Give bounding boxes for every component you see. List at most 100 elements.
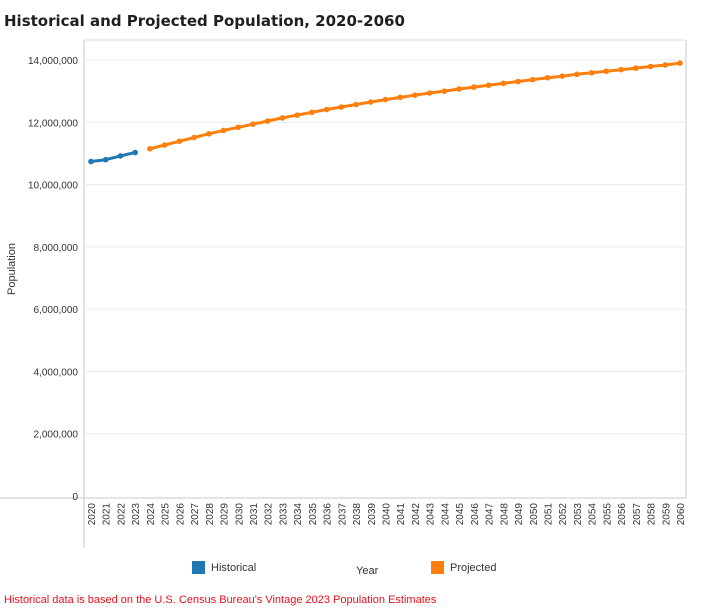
data-point-projected[interactable] (397, 94, 404, 101)
data-point-projected[interactable] (471, 84, 477, 90)
y-tick-label: 4,000,000 (34, 367, 79, 378)
data-point-projected[interactable] (161, 142, 168, 148)
data-point-projected[interactable] (426, 90, 433, 96)
y-tick-label: 6,000,000 (34, 305, 79, 316)
data-point-projected[interactable] (588, 69, 595, 76)
data-point-projected[interactable] (529, 76, 536, 83)
data-point-historical[interactable] (102, 156, 109, 163)
x-tick-label: 2033 (278, 503, 289, 526)
x-tick-label: 2026 (175, 503, 186, 526)
x-tick-label: 2047 (485, 503, 496, 526)
data-point-historical[interactable] (117, 153, 124, 159)
data-point-projected[interactable] (574, 71, 580, 78)
x-tick-label: 2050 (529, 503, 540, 526)
legend-swatch-historical (192, 561, 205, 574)
x-tick-label: 2059 (661, 503, 672, 526)
x-tick-label: 2045 (455, 503, 466, 526)
x-tick-label: 2024 (146, 503, 157, 526)
x-tick-label: 2060 (676, 503, 687, 526)
data-point-projected[interactable] (309, 109, 315, 116)
x-axis-ticks: 2020 2021 2022 2023 2024 2025 2026 2027 2028 2029… (87, 503, 687, 526)
x-tick-label: 2021 (102, 503, 113, 526)
data-point-projected[interactable] (412, 92, 418, 98)
data-point-projected[interactable] (633, 65, 639, 71)
legend-item-historical[interactable]: Historical (192, 561, 256, 574)
legend-swatch-projected (431, 561, 444, 574)
x-tick-label: 2030 (234, 503, 245, 526)
legend-item-projected[interactable]: Projected (431, 561, 496, 574)
y-tick-label: 12,000,000 (28, 118, 78, 129)
x-tick-label: 2058 (647, 503, 658, 526)
data-point-projected[interactable] (206, 131, 212, 137)
x-tick-label: 2037 (337, 503, 348, 526)
data-point-historical[interactable] (132, 149, 138, 156)
x-tick-label: 2056 (617, 503, 628, 526)
series-lines (88, 60, 683, 165)
x-tick-label: 2027 (190, 503, 201, 526)
data-point-projected[interactable] (515, 78, 521, 85)
x-tick-label: 2038 (352, 503, 363, 526)
data-point-projected[interactable] (559, 73, 565, 79)
y-tick-label: 0 (72, 492, 78, 503)
x-tick-label: 2055 (602, 503, 613, 526)
data-point-projected[interactable] (500, 80, 507, 87)
x-tick-label: 2040 (382, 503, 393, 526)
data-point-projected[interactable] (353, 101, 359, 108)
data-point-projected[interactable] (323, 106, 330, 113)
x-tick-label: 2042 (411, 503, 422, 526)
data-point-projected[interactable] (250, 121, 256, 127)
x-tick-label: 2031 (249, 503, 260, 526)
x-tick-label: 2048 (499, 503, 510, 526)
x-tick-label: 2025 (161, 503, 172, 526)
y-tick-label: 2,000,000 (34, 430, 79, 441)
data-point-projected[interactable] (264, 118, 271, 124)
x-tick-label: 2032 (264, 503, 275, 526)
x-tick-label: 2053 (573, 503, 584, 526)
data-point-projected[interactable] (176, 138, 183, 145)
data-point-projected[interactable] (367, 99, 374, 105)
x-tick-label: 2020 (87, 503, 98, 526)
x-tick-label: 2054 (588, 503, 599, 526)
data-point-projected[interactable] (338, 104, 345, 110)
source-note: Historical data is based on the U.S. Cen… (4, 594, 437, 606)
x-tick-label: 2043 (426, 503, 437, 526)
x-tick-label: 2046 (470, 503, 481, 526)
x-tick-label: 2022 (116, 503, 127, 526)
data-point-projected[interactable] (647, 63, 654, 70)
gridlines (84, 59, 686, 435)
x-axis-label: Year (356, 565, 379, 577)
x-tick-label: 2052 (558, 503, 569, 526)
data-point-projected[interactable] (294, 112, 300, 118)
data-point-projected[interactable] (456, 86, 462, 92)
legend-label-projected: Projected (450, 561, 497, 574)
data-point-projected[interactable] (485, 82, 492, 89)
data-point-projected[interactable] (147, 145, 153, 152)
x-tick-label: 2057 (632, 503, 643, 526)
data-point-projected[interactable] (544, 74, 551, 81)
x-tick-label: 2034 (293, 503, 304, 526)
data-point-projected[interactable] (382, 96, 389, 103)
y-tick-label: 8,000,000 (34, 243, 79, 254)
data-point-projected[interactable] (662, 62, 669, 68)
data-point-projected[interactable] (441, 88, 448, 94)
data-point-projected[interactable] (603, 68, 610, 75)
x-tick-label: 2041 (396, 503, 407, 526)
data-point-historical[interactable] (88, 158, 94, 165)
x-tick-label: 2039 (367, 503, 378, 526)
x-tick-label: 2023 (131, 503, 142, 526)
legend-label-historical: Historical (211, 561, 257, 574)
x-tick-label: 2036 (323, 503, 334, 526)
x-tick-label: 2051 (543, 503, 554, 526)
data-point-projected[interactable] (235, 124, 242, 131)
data-point-projected[interactable] (618, 66, 624, 73)
y-axis-ticks: 0 2,000,000 4,000,000 6,000,000 8,000,000 10,… (28, 56, 79, 503)
x-tick-label: 2029 (220, 503, 231, 526)
data-point-projected[interactable] (220, 127, 227, 134)
y-tick-label: 10,000,000 (28, 181, 78, 192)
plot-frame (0, 39, 687, 548)
x-tick-label: 2035 (308, 503, 319, 526)
data-point-projected[interactable] (191, 134, 197, 141)
data-point-projected[interactable] (677, 60, 683, 66)
data-point-projected[interactable] (279, 115, 286, 121)
x-tick-label: 2049 (514, 503, 525, 526)
